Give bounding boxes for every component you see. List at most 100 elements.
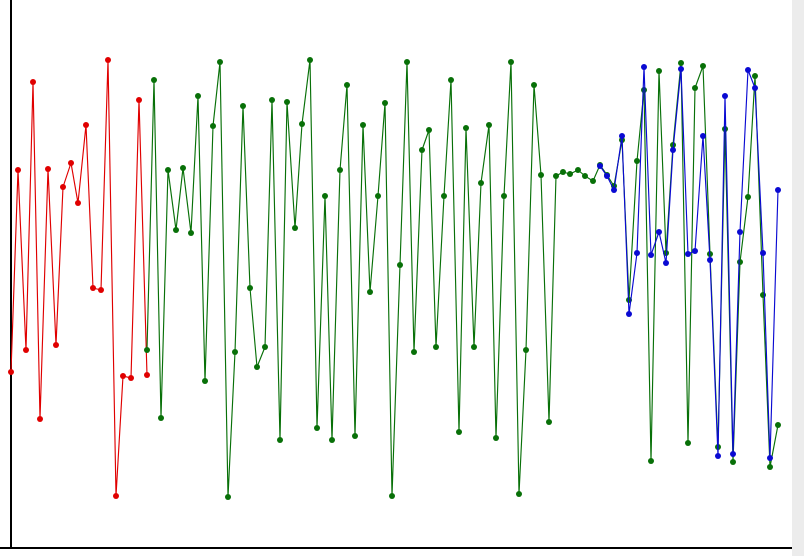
series-green-marker [158,415,164,421]
series-blue-marker [730,451,736,457]
series-red-marker [15,167,21,173]
series-green-marker [590,178,596,184]
series-red-marker [37,416,43,422]
series-red-marker [68,160,74,166]
series-blue-marker [692,248,698,254]
series-green-marker [247,285,253,291]
series-green-marker [426,127,432,133]
series-blue-marker [648,252,654,258]
series-blue-marker [715,453,721,459]
series-green-marker [240,103,246,109]
series-green-marker [307,57,313,63]
series-green-marker [173,227,179,233]
series-red-marker [23,347,29,353]
series-blue-marker [670,147,676,153]
series-blue-marker [737,229,743,235]
series-blue-marker [722,93,728,99]
series-green-marker [745,194,751,200]
series-blue-marker [685,251,691,257]
series-green-marker [165,167,171,173]
right-gutter-band [792,0,804,556]
series-red-marker [90,285,96,291]
series-blue-marker [775,187,781,193]
series-green-marker [767,464,773,470]
series-green-marker [195,93,201,99]
series-blue-marker [656,229,662,235]
series-green-marker [508,59,514,65]
series-green-marker [531,82,537,88]
series-red-marker [98,287,104,293]
series-green-marker [752,73,758,79]
series-blue-marker [752,85,758,91]
series-green-marker [648,458,654,464]
series-green-marker [411,349,417,355]
series-green-marker [700,63,706,69]
series-green-marker [269,97,275,103]
series-red-marker [128,375,134,381]
series-green-marker [299,121,305,127]
series-green-marker [523,347,529,353]
series-green-marker [433,344,439,350]
series-green-marker [656,68,662,74]
series-green-marker [254,364,260,370]
series-blue-marker [604,173,610,179]
series-blue [597,64,781,461]
series-green-marker [225,494,231,500]
series-green-marker [202,378,208,384]
series-green-marker [448,77,454,83]
series-red-marker [144,372,150,378]
series-green-marker [314,425,320,431]
series-green-marker [456,429,462,435]
series-green-marker [560,169,566,175]
series-green-marker [641,87,647,93]
series-red-marker [8,369,14,375]
series-green-marker [419,147,425,153]
series-blue-marker [634,250,640,256]
series-green-marker [367,289,373,295]
series-red-line [10,59,148,497]
series-red-marker [30,79,36,85]
series-red-marker [83,122,89,128]
series-green-marker [389,493,395,499]
series-green-marker [493,435,499,441]
series-green-marker [144,347,150,353]
series-green-marker [232,349,238,355]
series-blue-marker [597,163,603,169]
series-blue-marker [745,67,751,73]
series-green-marker [188,230,194,236]
series-green-marker [678,60,684,66]
series-green-marker [217,59,223,65]
series-green-marker [538,172,544,178]
series-green-marker [567,171,573,177]
series-red-marker [136,97,142,103]
series-blue-marker [619,133,625,139]
series-green-marker [329,437,335,443]
series-green-marker [262,344,268,350]
series-green-marker [685,440,691,446]
series-green [144,57,781,500]
series-green-marker [634,158,640,164]
series-blue-marker [641,64,647,70]
series-green-marker [546,419,552,425]
series-blue-marker [611,187,617,193]
series-green-marker [575,167,581,173]
series-red [8,57,150,499]
series-red-marker [75,200,81,206]
series-red-marker [45,166,51,172]
series-green-marker [471,344,477,350]
series-red-marker [105,57,111,63]
series-green-marker [344,82,350,88]
series-blue-marker [760,250,766,256]
series-green-marker [760,292,766,298]
series-green-marker [737,259,743,265]
series-layer [8,57,781,500]
series-green-marker [441,193,447,199]
series-green-marker [337,167,343,173]
series-blue-marker [700,133,706,139]
series-green-marker [501,193,507,199]
series-green-marker [478,180,484,186]
series-green-marker [730,459,736,465]
series-red-marker [60,184,66,190]
